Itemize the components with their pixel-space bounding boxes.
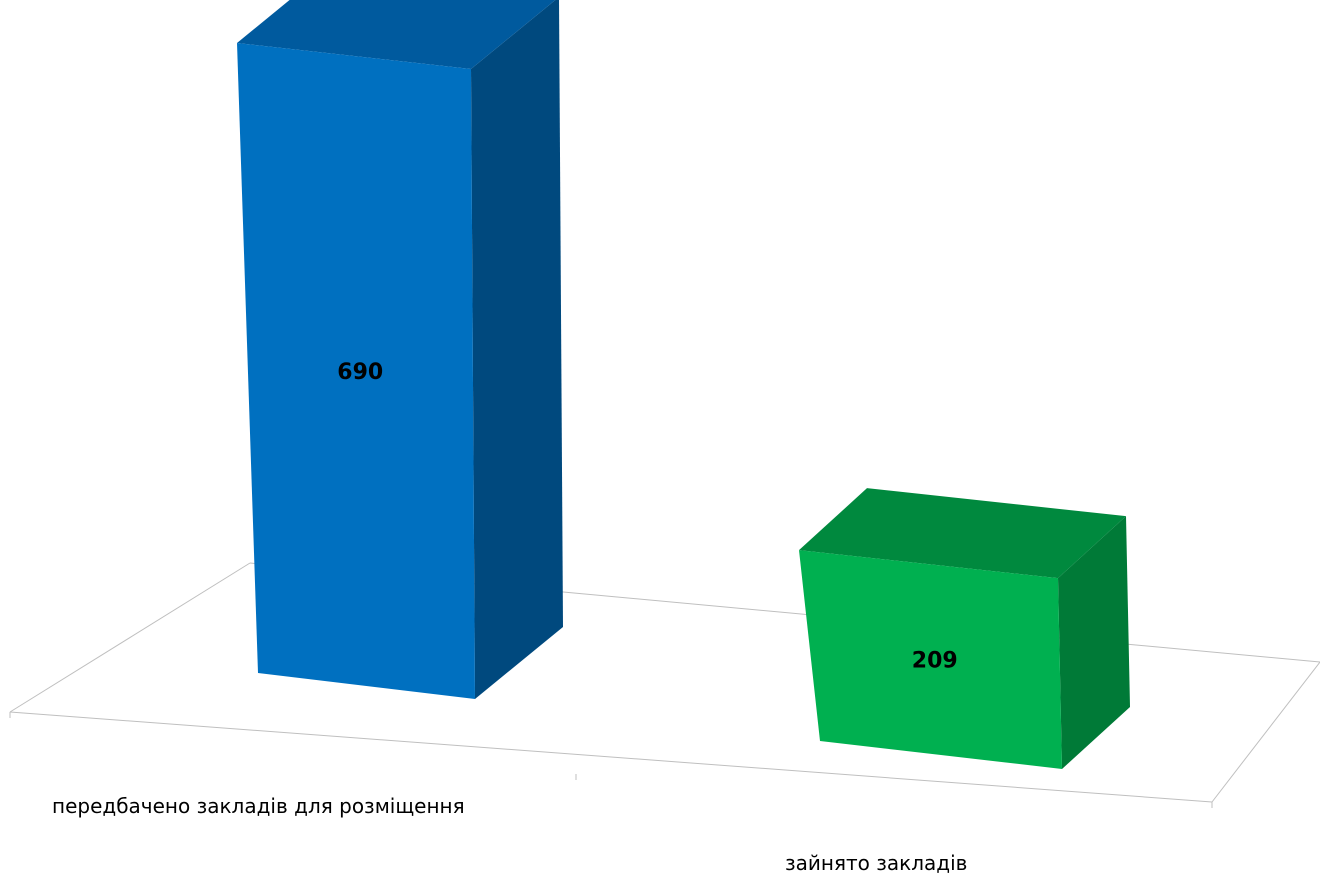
bar-top-face	[237, 0, 556, 69]
category-label: зайнято закладів	[785, 851, 967, 875]
bar-front-face	[237, 43, 475, 699]
bar-front-face	[799, 550, 1062, 769]
value-label: 690	[337, 360, 383, 385]
value-labels-group: 690 209	[337, 360, 957, 674]
category-labels-group: передбачено закладів для розміщення зайня…	[52, 794, 967, 875]
bar-1	[237, 0, 563, 699]
floor-right-edge	[1211, 661, 1320, 803]
value-label: 209	[912, 649, 958, 674]
floor-back-left-edge	[9, 562, 251, 713]
bar-side-face	[1058, 516, 1130, 769]
category-label: передбачено закладів для розміщення	[52, 794, 465, 818]
bar-side-face	[471, 0, 563, 699]
bars-group	[237, 0, 1130, 769]
bar-2	[799, 488, 1130, 769]
floor-front-edge	[9, 711, 1213, 803]
bar-top-face	[799, 488, 1126, 579]
